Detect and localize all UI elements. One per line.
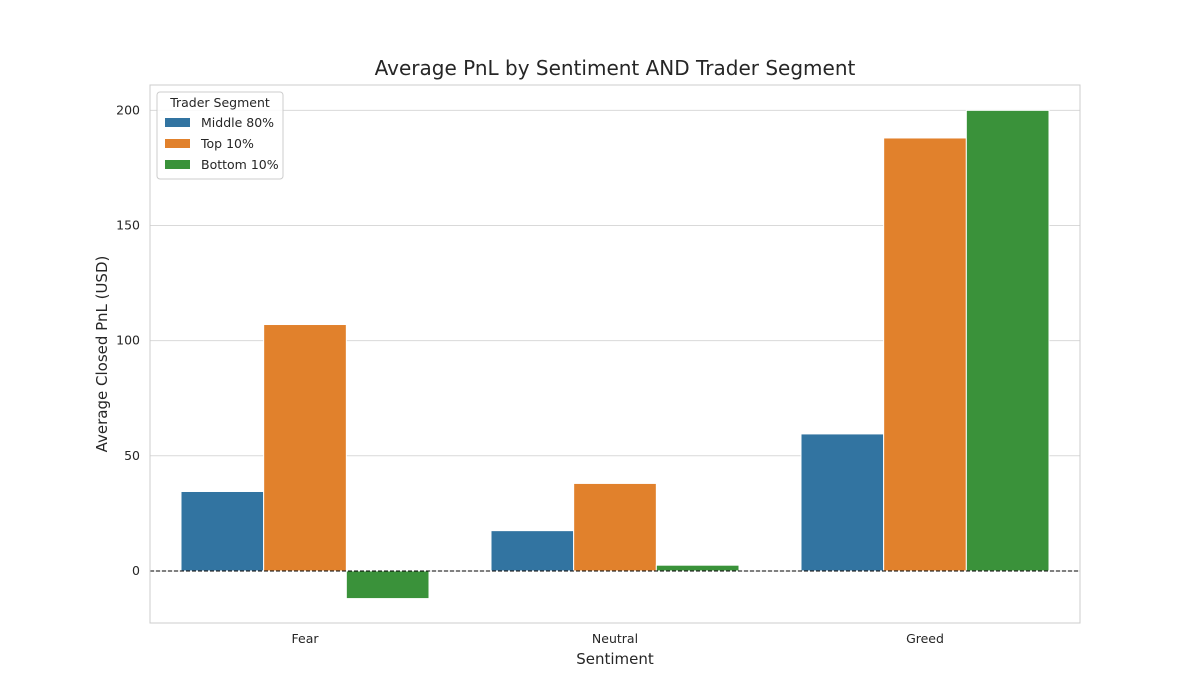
plot-frame	[149, 84, 1081, 624]
y-axis-label: Average Closed PnL (USD)	[93, 256, 111, 453]
legend-swatch	[165, 160, 190, 169]
legend-label: Middle 80%	[201, 115, 274, 130]
bar-neutral-2	[573, 482, 657, 572]
legend-swatch	[165, 139, 190, 148]
x-axis-ticks: Fear Neutral Greed	[292, 631, 944, 646]
y-tick-label: 150	[116, 217, 140, 232]
x-tick-label: Greed	[906, 631, 944, 646]
bar-neutral-1	[490, 530, 575, 572]
legend-items: Middle 80% Top 10% Bottom 10%	[165, 115, 279, 172]
y-tick-label: 100	[116, 333, 140, 348]
y-tick-label: 200	[116, 102, 140, 117]
bar-greed-1	[800, 433, 885, 572]
bar-fear-3	[345, 570, 430, 600]
bar-fear-1	[180, 490, 265, 572]
legend-label: Bottom 10%	[201, 157, 279, 172]
bar-greed-3	[965, 109, 1050, 572]
legend-swatch	[165, 118, 190, 127]
x-tick-label: Neutral	[592, 631, 638, 646]
legend-title: Trader Segment	[169, 95, 270, 110]
x-tick-label: Fear	[292, 631, 320, 646]
bars	[180, 109, 1050, 600]
chart-title: Average PnL by Sentiment AND Trader Segm…	[375, 56, 856, 80]
legend-box	[156, 91, 284, 180]
x-axis-label: Sentiment	[576, 650, 654, 668]
y-axis-ticks: 0 50 100 150 200	[116, 102, 140, 578]
y-tick-label: 50	[124, 448, 140, 463]
legend: Trader Segment Middle 80% Top 10% Bottom 1…	[156, 91, 284, 180]
bar-fear-2	[263, 324, 347, 572]
y-tick-label: 0	[132, 563, 140, 578]
bar-greed-2	[883, 137, 967, 572]
bar-neutral-3	[655, 564, 740, 572]
legend-label: Top 10%	[200, 136, 254, 151]
